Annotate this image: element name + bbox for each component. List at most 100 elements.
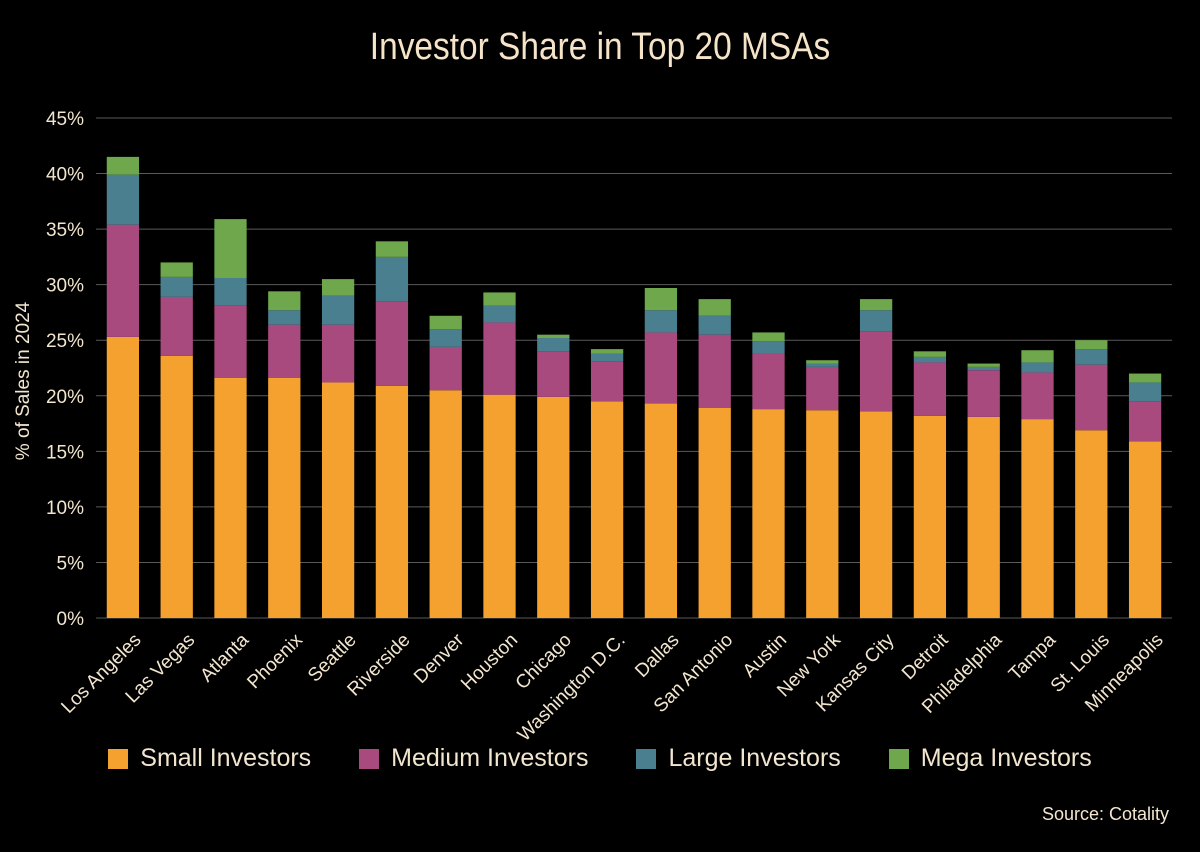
bar-segment [644, 332, 678, 404]
bar-segment [375, 241, 409, 257]
bar-segment [429, 346, 462, 391]
bar-segment [967, 363, 1000, 367]
bar-segment [806, 360, 839, 364]
bar-segment [268, 291, 301, 311]
bar-segment [160, 262, 193, 277]
bar-segment [268, 378, 301, 618]
x-tick-label: Austin [739, 630, 791, 682]
y-tick-label: 5% [57, 553, 85, 574]
bar-segment [375, 256, 409, 302]
source-note: Source: Cotality [1041, 804, 1169, 824]
bar-segment [752, 353, 785, 410]
bar-segment [321, 279, 355, 296]
bar-segment [913, 415, 947, 618]
bar-segment [644, 403, 678, 618]
bar-segment [913, 362, 947, 416]
bar-segment [1128, 373, 1162, 383]
bar-segment [483, 322, 516, 395]
y-tick-label: 45% [46, 109, 84, 130]
y-tick-label: 40% [46, 165, 84, 186]
bar-segment [537, 338, 570, 352]
bar-segment [1021, 350, 1054, 363]
x-tick-label: Phoenix [243, 629, 307, 693]
bar-segment [321, 382, 355, 618]
legend-swatch [636, 748, 657, 769]
legend-label: Mega Investors [920, 744, 1092, 772]
y-tick-label: 20% [46, 387, 84, 408]
gridlines [96, 117, 1172, 619]
bar-segment [859, 310, 893, 332]
bar-segment [537, 351, 570, 397]
bar-segment [913, 351, 947, 357]
legend-label: Small Investors [140, 744, 312, 772]
bar-segment [214, 219, 247, 278]
bar-segment [806, 363, 839, 367]
legend: Small Investors Medium Investors Large Inv… [0, 744, 1200, 773]
bar-segment [1021, 419, 1054, 618]
bar-segment [429, 329, 462, 347]
bar-segment [698, 334, 731, 408]
y-tick-label: 15% [46, 442, 84, 463]
bar-segment [1075, 364, 1108, 431]
bar-segment [1075, 430, 1108, 618]
bar-segment [268, 310, 301, 325]
bar-stacks [106, 156, 1162, 618]
x-tick-label: Houston [457, 630, 522, 695]
bar-segment [752, 341, 785, 354]
bar-segment [967, 366, 1000, 371]
x-tick-label: Dallas [631, 630, 683, 682]
bar-segment [106, 174, 140, 225]
bar-segment [644, 288, 678, 311]
y-tick-label: 0% [57, 609, 85, 630]
bar-segment [859, 331, 893, 412]
bar-segment [752, 332, 785, 342]
bar-segment [268, 324, 301, 378]
legend-swatch [359, 748, 380, 769]
y-tick-label: 25% [46, 331, 84, 352]
bar-segment [1021, 362, 1054, 373]
bar-segment [1128, 382, 1162, 402]
bar-segment [752, 409, 785, 618]
bar-segment [1075, 340, 1108, 350]
y-tick-label: 10% [46, 498, 84, 519]
bar-segment [590, 349, 624, 354]
bar-segment [644, 310, 678, 333]
bar-segment [483, 394, 516, 618]
y-tick-label: 35% [46, 220, 84, 241]
bar-segment [698, 315, 731, 335]
chart-title: Investor Share in Top 20 MSAs [369, 26, 831, 68]
bar-segment [483, 305, 516, 323]
bar-segment [590, 361, 624, 402]
bar-segment [698, 408, 731, 618]
bar-segment [321, 324, 355, 383]
bar-segment [106, 336, 140, 618]
bar-segment [1021, 372, 1054, 420]
legend-item: Mega Investors [888, 744, 1092, 773]
y-axis-ticks: 0% 5% 10% 15% 20% 25% 30% 35% 40% 45% [46, 109, 84, 630]
bar-segment [375, 385, 409, 618]
bar-segment [967, 416, 1000, 618]
y-tick-label: 30% [46, 276, 84, 297]
bar-segment [429, 315, 462, 330]
bar-segment [160, 276, 193, 297]
legend-swatch [888, 748, 909, 769]
bar-segment [1128, 401, 1162, 442]
bar-segment [806, 366, 839, 411]
bar-segment [913, 356, 947, 363]
bar-segment [321, 295, 355, 325]
bar-segment [160, 296, 193, 356]
bar-segment [590, 353, 624, 362]
legend-item: Medium Investors [359, 744, 588, 773]
bar-segment [1075, 349, 1108, 365]
bar-segment [859, 411, 893, 618]
bar-segment [859, 299, 893, 311]
bar-segment [106, 156, 140, 175]
bar-segment [214, 378, 247, 618]
legend-item: Large Investors [636, 744, 841, 773]
bar-segment [590, 401, 624, 618]
bar-segment [1128, 441, 1162, 618]
legend-label: Medium Investors [391, 744, 589, 772]
bar-segment [160, 355, 193, 618]
